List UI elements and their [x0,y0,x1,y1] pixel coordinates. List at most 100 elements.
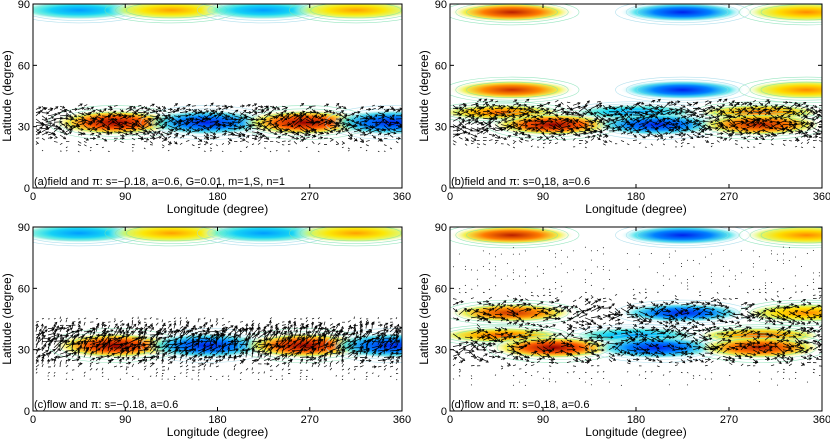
heatmap-blob [450,227,576,245]
quiver-arrow [698,263,700,265]
quiver-arrow [191,109,197,113]
quiver-arrow [590,118,597,122]
quiver-arrowhead [109,105,113,109]
quiver-arrow [83,118,93,124]
quiver-arrowhead [320,348,324,352]
quiver-arrowhead [54,355,58,359]
quiver-arrow [269,375,272,377]
quiver-arrow [395,130,402,133]
quiver-arrow [245,124,252,129]
quiver-arrow [239,125,245,129]
quiver-arrowhead [736,102,740,105]
quiver-arrow [137,128,147,132]
quiver-arrowhead [96,333,100,337]
quiver-arrowhead [143,330,147,334]
quiver-arrow [311,357,316,361]
quiver-arrowhead [157,106,161,109]
contour-line [714,338,806,358]
quiver-arrowhead [703,305,707,309]
quiver-arrowhead [570,130,574,134]
quiver-arrowhead [103,108,107,112]
quiver-arrowhead [221,333,225,337]
quiver-arrow [161,112,168,118]
quiver-arrowhead [550,120,554,124]
quiver-arrowhead [84,341,87,345]
quiver-arrow [263,337,268,348]
quiver-arrowhead [492,133,496,137]
quiver-arrowhead [811,122,815,126]
quiver-arrow [131,121,138,126]
quiver-arrow [488,139,493,141]
quiver-arrow [728,298,732,300]
quiver-arrowhead [360,106,364,110]
quiver-arrow [305,378,307,380]
contour-line [625,79,740,101]
quiver-arrow [542,102,550,106]
quiver-arrowhead [99,109,103,113]
quiver-arrowhead [473,109,477,113]
quiver-arrowhead [81,118,85,122]
quiver-arrowhead [186,321,190,325]
quiver-arrow [812,109,821,116]
contour-line [636,81,729,99]
quiver-arrow [161,137,167,141]
quiver-arrow [383,133,391,136]
quiver-arrowhead [290,331,293,336]
quiver-arrow [458,308,467,315]
x-tick-label: 360 [393,414,411,426]
quiver-arrow [359,365,364,368]
quiver-arrowhead [577,102,581,106]
quiver-arrowhead [783,119,788,122]
quiver-arrowhead [170,330,174,334]
quiver-arrowhead [79,344,83,349]
quiver-arrowhead [328,120,332,124]
quiver-arrow [716,124,724,132]
quiver-arrowhead [503,300,507,304]
quiver-arrowhead [792,112,796,116]
quiver-arrowhead [480,130,484,134]
quiver-arrow [251,371,254,374]
quiver-arrowhead [253,359,257,363]
quiver-arrow [584,142,588,145]
quiver-arrowhead [784,126,789,130]
quiver-arrowhead [124,121,128,124]
quiver-arrow [209,341,217,349]
quiver-arrowhead [80,340,84,345]
quiver-arrow [494,104,501,107]
quiver-arrow [149,131,155,136]
quiver-arrow [227,347,230,355]
quiver-arrowhead [533,115,537,119]
quiver-arrow [698,110,706,113]
quiver-arrowhead [624,106,629,110]
quiver-arrow [506,124,515,128]
quiver-arrowhead [516,304,520,307]
quiver-arrowhead [159,336,163,340]
quiver-arrowhead [634,313,639,317]
quiver-arrow [638,105,646,110]
quiver-arrow [269,116,276,120]
quiver-arrow [752,288,755,291]
quiver-arrowhead [325,103,330,107]
quiver-arrowhead [713,299,717,302]
quiver-arrow [524,133,531,137]
quiver-arrowhead [338,351,342,355]
quiver-arrow [788,112,795,116]
quiver-arrow [818,126,822,129]
quiver-arrow [758,101,763,106]
quiver-arrowhead [80,328,84,332]
quiver-arrowhead [323,353,327,357]
quiver-arrowhead [81,334,86,338]
quiver-arrow [776,307,787,309]
quiver-arrowhead [642,106,646,110]
quiver-arrowhead [244,350,248,354]
quiver-arrowhead [393,326,397,330]
quiver-arrow [329,128,337,133]
quiver-arrowhead [37,132,41,135]
quiver-arrow [518,298,523,303]
quiver-arrow [728,114,736,118]
quiver-arrowhead [584,125,589,129]
quiver-arrowhead [335,330,339,334]
quiver-arrow [173,120,183,123]
quiver-arrow [113,323,118,329]
quiver-arrowhead [202,111,206,115]
